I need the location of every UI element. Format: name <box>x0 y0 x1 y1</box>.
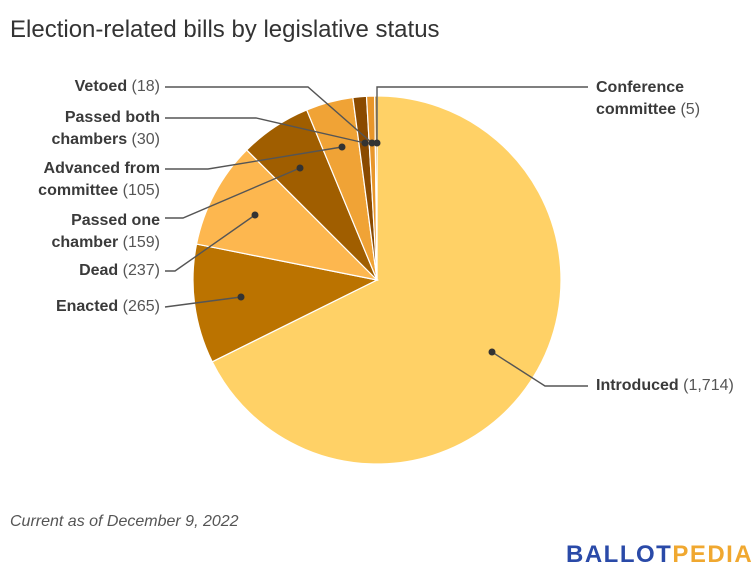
data-label-passed-one-chamber: Passed one chamber (159) <box>10 210 161 254</box>
slice-name: Conference committee <box>596 79 685 118</box>
data-label-vetoed: Vetoed (18) <box>10 76 160 98</box>
leader-line-passed-one-chamber <box>165 167 301 219</box>
data-label-enacted: Enacted (265) <box>10 296 160 318</box>
slice-value: (237) <box>118 262 160 279</box>
data-label-conference-committee: Conference committee (5) <box>596 77 700 121</box>
slice-name: Enacted <box>55 298 119 315</box>
slice-value: (5) <box>676 101 701 118</box>
leader-dot-passed-both-chambers <box>361 139 369 147</box>
leader-line-dead <box>165 214 256 272</box>
leader-dot-advanced-from-committee <box>338 143 346 151</box>
data-label-advanced-from-committee: Advanced from committee (105) <box>10 158 160 202</box>
slice-name: Passed both chambers <box>51 109 161 148</box>
data-label-dead: Dead (237) <box>10 260 160 282</box>
logo-part1: BALLOT <box>566 541 673 568</box>
slice-value: (18) <box>127 78 160 95</box>
leader-line-vetoed <box>165 86 373 144</box>
leader-dot-passed-one-chamber <box>296 164 304 172</box>
slice-name: Introduced <box>596 377 679 394</box>
pie-slice-introduced <box>211 95 562 465</box>
ballotpedia-logo: BALLOTPEDIA <box>566 541 753 569</box>
logo-part2: PEDIA <box>672 541 754 568</box>
data-label-passed-both-chambers: Passed both chambers (30) <box>10 107 161 151</box>
slice-value: (105) <box>118 182 160 199</box>
leader-line-enacted <box>164 296 242 308</box>
leader-dot-introduced <box>488 348 496 356</box>
slice-name: Vetoed <box>74 78 128 95</box>
slice-name: Dead <box>79 262 119 279</box>
data-label-introduced: Introduced (1,714) <box>596 375 734 397</box>
slice-value: (30) <box>127 131 160 148</box>
chart-title: Election-related bills by legislative st… <box>10 16 440 43</box>
pie-slice-enacted <box>192 243 379 363</box>
slice-value: (1,714) <box>678 377 734 394</box>
leader-dot-conference-committee <box>373 139 381 147</box>
leader-dot-enacted <box>237 293 245 301</box>
leader-line-introduced <box>491 351 588 387</box>
slice-value: (265) <box>118 298 160 315</box>
footer-note: Current as of December 9, 2022 <box>10 513 239 530</box>
slice-name: Advanced from committee <box>38 160 160 199</box>
pie-slice-dead <box>195 149 379 281</box>
slice-value: (159) <box>118 234 160 251</box>
leader-dot-dead <box>251 211 259 219</box>
leader-line-conference-committee <box>376 86 588 143</box>
leader-dot-vetoed <box>368 139 376 147</box>
slice-name: Passed one chamber <box>51 212 161 251</box>
leader-line-passed-both-chambers <box>165 117 366 144</box>
leader-line-advanced-from-committee <box>165 146 343 170</box>
